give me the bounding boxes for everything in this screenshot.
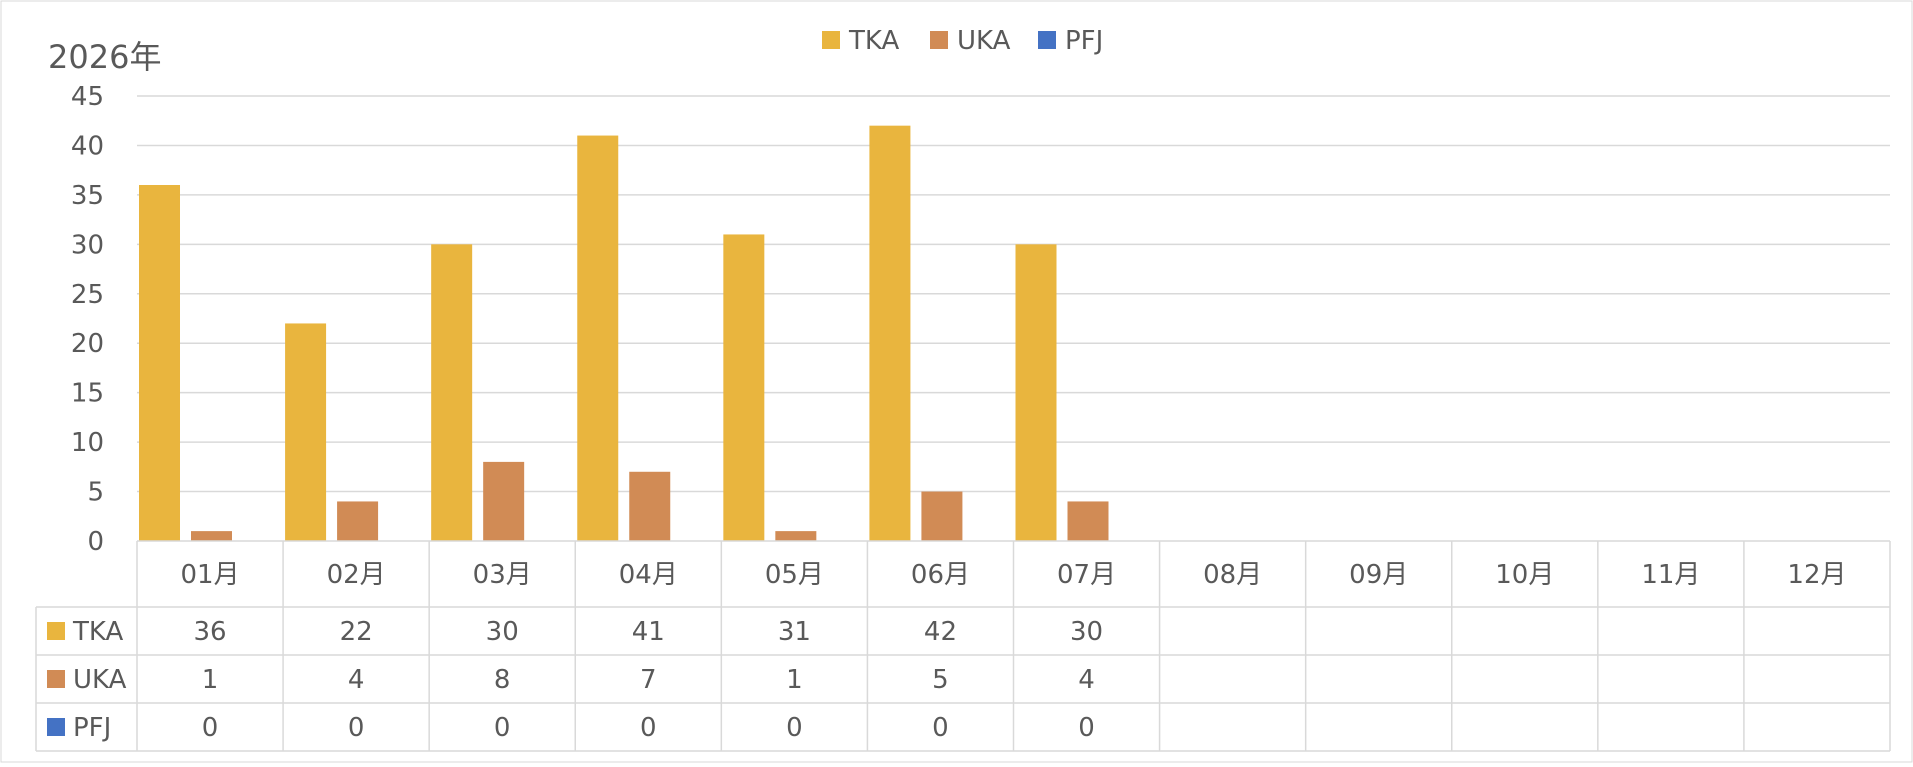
table-legend-key: [47, 622, 65, 640]
data-label: 31: [778, 617, 811, 647]
y-tick-label: 20: [71, 329, 104, 359]
y-tick-label: 35: [71, 181, 104, 211]
x-tick-label: 09月: [1349, 560, 1408, 590]
data-label: 42: [924, 617, 957, 647]
x-tick-label: 12月: [1787, 560, 1846, 590]
data-label: 4: [348, 665, 365, 695]
x-tick-label: 01月: [180, 560, 239, 590]
bar-tka: [723, 234, 765, 541]
legend: TKA UKA PFJ: [822, 26, 1103, 56]
bar-uka: [775, 531, 817, 541]
bar-tka: [431, 244, 473, 542]
data-label: 0: [1078, 713, 1095, 743]
y-tick-label: 30: [71, 230, 104, 260]
x-tick-label: 03月: [473, 560, 532, 590]
data-table: 01月 02月 03月 04月 05月 06月 07月 08月 09月 10月 11月 12月 TKA 3…: [35, 540, 1891, 752]
bar-uka: [629, 471, 671, 541]
x-tick-label: 08月: [1203, 560, 1262, 590]
bar-uka: [921, 491, 963, 541]
bar-uka: [483, 461, 525, 541]
bar-tka: [285, 323, 327, 541]
data-label: 0: [932, 713, 949, 743]
data-label: 0: [640, 713, 657, 743]
y-tick-label: 15: [71, 379, 104, 409]
data-label: 8: [494, 665, 511, 695]
y-tick-label: 25: [71, 280, 104, 310]
data-label: 1: [786, 665, 803, 695]
bar-tka: [139, 185, 180, 541]
y-tick-label: 5: [87, 478, 104, 508]
data-label: 22: [340, 617, 373, 647]
bar-tka: [1015, 244, 1057, 542]
x-tick-label: 02月: [327, 560, 386, 590]
data-label: 0: [348, 713, 365, 743]
data-label: 4: [1078, 665, 1095, 695]
legend-swatch-pfj: [1038, 31, 1056, 49]
table-series-name: PFJ: [73, 713, 111, 743]
data-label: 30: [486, 617, 519, 647]
bar-tka: [577, 135, 619, 542]
data-label: 0: [202, 713, 219, 743]
data-label: 36: [193, 617, 226, 647]
table-series-name: UKA: [73, 665, 127, 695]
y-tick-label: 0: [87, 527, 104, 557]
table-legend-key: [47, 718, 65, 736]
data-label: 30: [1070, 617, 1103, 647]
bar-uka: [1067, 501, 1109, 541]
gridlines: [137, 95, 1890, 493]
table-legend-key: [47, 670, 65, 688]
table-series-name: TKA: [72, 617, 123, 647]
x-tick-label: 06月: [911, 560, 970, 590]
y-axis: 0 5 10 15 20 25 30 35 40 45: [71, 82, 104, 557]
y-tick-label: 45: [71, 82, 104, 112]
x-tick-label: 04月: [619, 560, 678, 590]
bar-uka: [337, 501, 379, 541]
legend-label-uka: UKA: [957, 26, 1011, 56]
legend-swatch-uka: [930, 31, 948, 49]
data-label: 41: [632, 617, 665, 647]
bar-tka: [869, 125, 911, 542]
x-tick-label: 11月: [1641, 560, 1700, 590]
x-tick-label: 07月: [1057, 560, 1116, 590]
bars: [139, 125, 1109, 542]
data-label: 0: [494, 713, 511, 743]
legend-label-tka: TKA: [848, 26, 899, 56]
y-tick-label: 10: [71, 428, 104, 458]
chart-title: 2026年: [48, 38, 161, 76]
legend-swatch-tka: [822, 31, 840, 49]
x-tick-label: 05月: [765, 560, 824, 590]
y-tick-label: 40: [71, 131, 104, 161]
data-label: 7: [640, 665, 657, 695]
data-label: 5: [932, 665, 949, 695]
data-label: 1: [202, 665, 219, 695]
data-label: 0: [786, 713, 803, 743]
legend-label-pfj: PFJ: [1065, 26, 1103, 56]
x-tick-label: 10月: [1495, 560, 1554, 590]
bar-uka: [191, 531, 232, 541]
